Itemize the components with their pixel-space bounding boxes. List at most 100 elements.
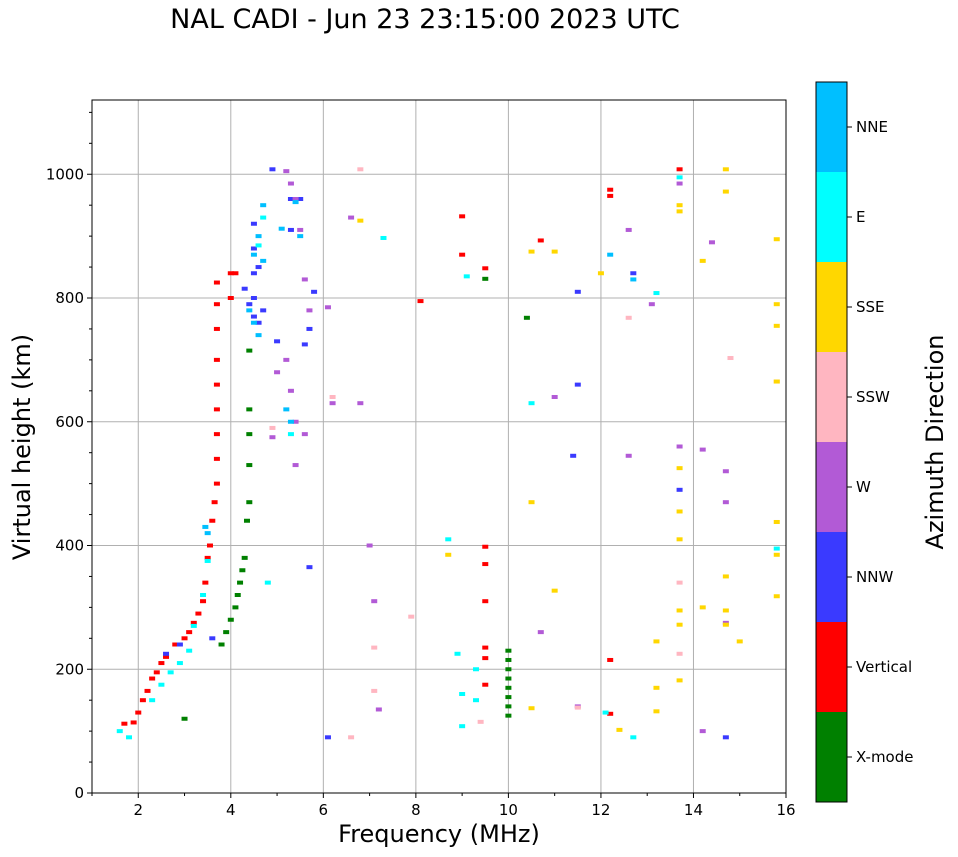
- data-point-nnw: [722, 735, 729, 740]
- data-point-vertical: [227, 296, 234, 300]
- data-point-nnw: [324, 735, 331, 740]
- data-point-w: [375, 707, 382, 712]
- colorbar-frame: [815, 81, 848, 803]
- data-point-nne: [287, 419, 294, 424]
- data-point-vertical: [200, 599, 207, 604]
- data-point-nnw: [574, 289, 581, 294]
- data-point-sse: [528, 500, 535, 505]
- data-point-vertical: [213, 407, 220, 412]
- data-point-sse: [676, 203, 683, 208]
- data-point-nnw: [260, 308, 267, 313]
- data-point-x-mode: [523, 315, 530, 320]
- data-point-nnw: [287, 197, 294, 201]
- x-tick-label: 8: [411, 801, 421, 819]
- data-point-sse: [676, 622, 683, 627]
- data-point-w: [676, 444, 683, 449]
- data-point-vertical: [139, 698, 146, 703]
- data-point-e: [676, 175, 683, 180]
- data-point-nne: [255, 333, 262, 338]
- data-point-vertical: [202, 580, 209, 585]
- data-point-ssw: [269, 425, 276, 430]
- data-point-nne: [260, 203, 267, 208]
- data-point-vertical: [209, 518, 216, 523]
- data-point-e: [630, 735, 637, 740]
- data-point-w: [722, 469, 729, 474]
- colorbar-label: Azimuth Direction: [921, 335, 949, 550]
- data-points: [116, 167, 780, 740]
- data-point-e: [204, 558, 211, 563]
- data-point-w: [283, 357, 290, 362]
- data-point-sse: [653, 639, 660, 644]
- data-point-x-mode: [227, 617, 234, 622]
- data-point-vertical: [417, 299, 424, 304]
- data-point-e: [463, 274, 470, 279]
- data-point-e: [126, 735, 133, 740]
- y-tick-label: 0: [74, 784, 84, 802]
- colorbar-tick-label: W: [856, 478, 871, 496]
- data-point-nnw: [241, 286, 248, 291]
- data-point-vertical: [144, 688, 151, 693]
- data-point-vertical: [213, 432, 220, 437]
- data-point-vertical: [459, 214, 466, 219]
- data-point-nnw: [250, 221, 257, 226]
- x-tick-label: 4: [226, 801, 236, 819]
- colorbar-segment: [816, 532, 847, 622]
- data-point-nne: [204, 531, 211, 536]
- data-point-w: [274, 370, 281, 375]
- data-point-sse: [676, 537, 683, 542]
- x-axis-ticks: 2 4 6 8 10 12 14 16: [91, 793, 796, 819]
- data-point-ssw: [348, 735, 355, 740]
- data-point-nnw: [269, 167, 276, 172]
- data-point-e: [773, 546, 780, 551]
- colorbar-tick-label: SSE: [856, 298, 885, 316]
- data-point-nnw: [676, 487, 683, 492]
- data-point-x-mode: [181, 716, 188, 721]
- data-point-vertical: [172, 642, 179, 647]
- data-point-w: [301, 277, 308, 282]
- data-point-e: [260, 215, 267, 220]
- data-point-w: [301, 432, 308, 437]
- data-point-w: [292, 197, 299, 201]
- data-point-nnw: [574, 382, 581, 387]
- data-point-x-mode: [505, 713, 512, 718]
- data-point-vertical: [482, 645, 489, 650]
- data-point-nnw: [306, 326, 313, 331]
- y-axis-label: Virtual height (km): [8, 334, 36, 560]
- x-axis-label: Frequency (MHz): [338, 820, 540, 848]
- data-point-ssw: [371, 645, 378, 650]
- data-point-vertical: [158, 661, 165, 666]
- data-point-vertical: [213, 302, 220, 307]
- x-tick-label: 6: [319, 801, 329, 819]
- data-point-vertical: [204, 555, 211, 560]
- data-point-vertical: [195, 611, 202, 616]
- data-point-x-mode: [246, 407, 253, 412]
- data-point-sse: [699, 605, 706, 610]
- data-point-e: [287, 432, 294, 437]
- data-point-w: [676, 181, 683, 186]
- data-point-w: [292, 419, 299, 424]
- data-point-w: [287, 181, 294, 186]
- data-point-vertical: [482, 562, 489, 567]
- data-point-x-mode: [241, 555, 248, 560]
- colorbar-segment: [816, 622, 847, 712]
- data-point-x-mode: [505, 685, 512, 690]
- x-tick-label: 2: [133, 801, 143, 819]
- data-point-sse: [616, 727, 623, 732]
- data-point-ssw: [625, 315, 632, 320]
- data-point-w: [283, 169, 290, 174]
- data-point-sse: [722, 167, 729, 172]
- data-point-sse: [773, 552, 780, 557]
- data-point-w: [287, 388, 294, 393]
- data-point-vertical: [482, 682, 489, 687]
- data-point-e: [264, 580, 271, 585]
- data-point-sse: [699, 258, 706, 263]
- data-point-ssw: [676, 651, 683, 656]
- data-point-vertical: [213, 357, 220, 362]
- colorbar-segment: [816, 712, 847, 802]
- y-tick-label: 600: [55, 413, 84, 431]
- data-point-e: [200, 593, 207, 597]
- data-point-sse: [597, 271, 604, 276]
- data-point-nnw: [301, 342, 308, 347]
- data-point-sse: [551, 249, 558, 254]
